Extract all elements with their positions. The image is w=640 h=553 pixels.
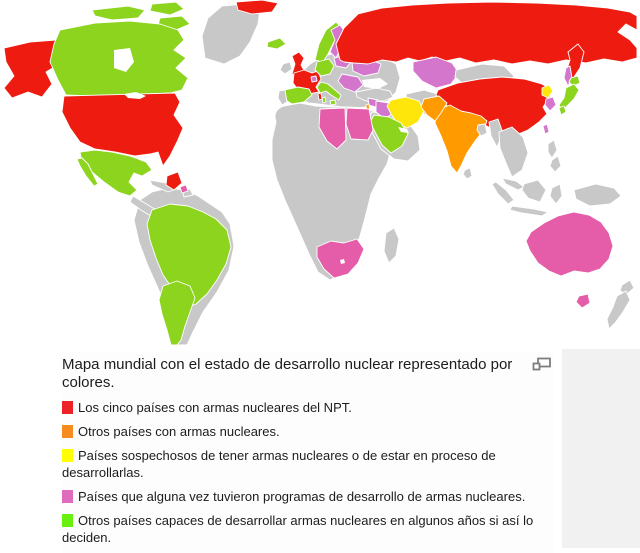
region-french-guiana [165, 171, 183, 191]
region-japan-hokkaido [568, 75, 581, 87]
region-baja-california [76, 157, 99, 187]
region-sardinia [321, 96, 327, 104]
caption-title: Mapa mundial con el estado de desarrollo… [62, 356, 513, 391]
region-malaysia [501, 177, 525, 191]
region-tasmania [575, 293, 591, 309]
region-romania-balkans [337, 73, 364, 93]
region-south-africa [316, 238, 365, 279]
legend-text-npt: Los cinco países con armas nucleares del… [78, 400, 352, 415]
region-argentina [158, 280, 196, 345]
legend-item-capable: Otros países capaces de desarrollar arma… [62, 512, 554, 546]
caption-box: Mapa mundial con el estado de desarrollo… [62, 351, 554, 553]
legend-item-former-programs: Países que alguna vez tuvieron programas… [62, 488, 554, 505]
region-usa [61, 92, 184, 167]
page-background-gutter [562, 349, 640, 548]
region-arctic-islands-red [235, 0, 279, 15]
region-south-korea [544, 96, 557, 112]
world-map-image[interactable] [0, 0, 640, 345]
great-lakes [124, 92, 146, 99]
region-new-zealand-north [619, 279, 635, 295]
black-sea [362, 78, 388, 89]
region-bangladesh [476, 123, 488, 137]
region-australia [525, 211, 614, 277]
region-kazakhstan [412, 56, 460, 89]
region-germany [314, 58, 335, 77]
legend-text-capable: Otros países capaces de desarrollar arma… [62, 513, 534, 545]
region-philippines-south [549, 155, 562, 173]
lesotho [340, 259, 345, 264]
region-north-korea [541, 84, 554, 99]
region-russia [335, 1, 638, 65]
region-sri-lanka [462, 167, 473, 180]
region-suriname [179, 184, 189, 194]
region-egypt [345, 107, 374, 141]
region-libya [318, 107, 347, 150]
legend-text-former-programs: Países que alguna vez tuvieron programas… [78, 489, 526, 504]
region-switzerland [310, 75, 318, 83]
region-sulawesi [549, 183, 563, 205]
region-taiwan [542, 123, 550, 135]
region-madagascar [383, 227, 400, 264]
region-cuba [149, 179, 177, 193]
region-java [509, 205, 549, 217]
region-indochina [498, 126, 529, 178]
pink-swatch [62, 490, 73, 503]
region-brazil [146, 203, 232, 309]
hudson-bay [114, 48, 134, 72]
region-iceland [266, 37, 287, 50]
region-italy [316, 81, 342, 101]
orange-swatch [62, 425, 73, 438]
region-india [434, 104, 488, 174]
yellow-swatch [62, 449, 73, 462]
legend-item-npt: Los cinco países con armas nucleares del… [62, 399, 554, 416]
red-swatch [62, 401, 73, 414]
region-borneo [521, 179, 547, 203]
region-sicily [329, 99, 337, 106]
legend-item-suspected: Países sospechosos de tener armas nuclea… [62, 447, 554, 481]
enlarge-icon[interactable] [532, 357, 552, 371]
legend-text-other-nuclear: Otros países con armas nucleares. [78, 424, 280, 439]
region-new-guinea [573, 183, 622, 207]
green-swatch [62, 514, 73, 527]
region-corsica [317, 92, 323, 101]
persian-gulf [398, 127, 409, 133]
region-japan-honshu [558, 83, 580, 111]
region-mexico [79, 149, 153, 197]
legend-item-other-nuclear: Otros países con armas nucleares. [62, 423, 554, 440]
legend-text-suspected: Países sospechosos de tener armas nuclea… [62, 448, 496, 480]
region-new-zealand-south [606, 290, 631, 330]
region-portugal [277, 89, 288, 106]
caspian-sea [401, 70, 414, 94]
region-canada-arctic-2 [149, 1, 185, 16]
region-philippines-north [547, 139, 558, 159]
region-sumatra [491, 181, 515, 205]
region-canada-arctic-1 [91, 5, 146, 21]
region-pakistan [420, 95, 448, 122]
region-japan-kyushu [558, 105, 567, 116]
region-ireland [279, 61, 293, 75]
